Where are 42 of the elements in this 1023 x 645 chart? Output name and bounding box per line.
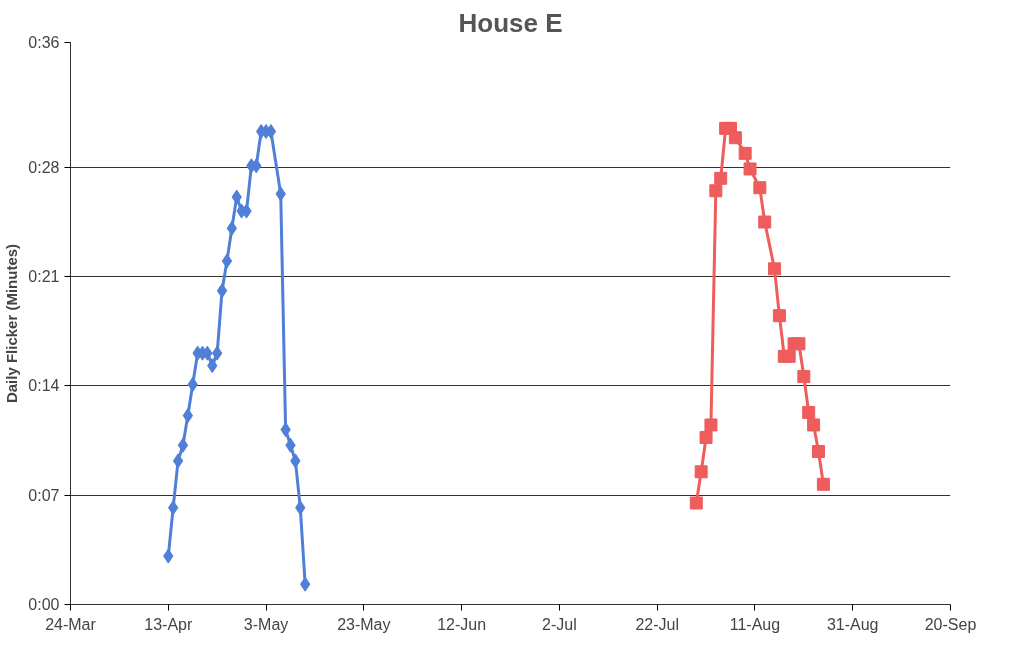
point: [807, 418, 821, 432]
point: [216, 283, 228, 299]
x-tick-label: 22-Jul: [635, 615, 679, 633]
point: [699, 430, 713, 444]
x-tick-label: 20-Sep: [924, 615, 977, 633]
y-tick-label: 0:36: [28, 34, 60, 51]
point: [177, 437, 189, 453]
y-tick-label: 0:07: [28, 486, 60, 504]
y-tick-label: 0:21: [28, 268, 60, 286]
point: [797, 370, 811, 384]
x-tick-label: 13-Apr: [144, 615, 193, 633]
point: [772, 309, 786, 323]
point: [728, 131, 742, 145]
point: [816, 477, 830, 491]
point: [714, 171, 728, 185]
chart-title: House E: [458, 7, 563, 38]
point: [709, 184, 723, 198]
point: [792, 337, 806, 351]
point: [172, 453, 184, 469]
point: [694, 465, 708, 479]
point: [743, 162, 757, 176]
point: [758, 215, 772, 229]
y-tick-label: 0:14: [28, 377, 60, 395]
point: [689, 496, 703, 510]
x-tick-label: 11-Aug: [729, 615, 781, 633]
point: [221, 253, 233, 269]
point: [802, 405, 816, 419]
point: [704, 418, 718, 432]
x-tick-label: 23-May: [337, 615, 391, 633]
point: [753, 181, 767, 195]
x-tick-label: 3-May: [243, 615, 289, 633]
x-tick-label: 24-Mar: [45, 615, 97, 633]
x-tick-label: 31-Aug: [826, 615, 879, 633]
y-tick-label: 0:00: [28, 596, 60, 613]
point: [768, 262, 781, 276]
y-tick-label: 0:28: [28, 158, 60, 176]
y-axis-title: Daily Flicker (Minutes): [3, 243, 21, 404]
point: [782, 349, 796, 363]
point: [738, 146, 752, 160]
point: [812, 445, 825, 459]
x-tick-label: 12-Jun: [437, 615, 487, 633]
x-tick-label: 2-Jul: [542, 615, 577, 633]
